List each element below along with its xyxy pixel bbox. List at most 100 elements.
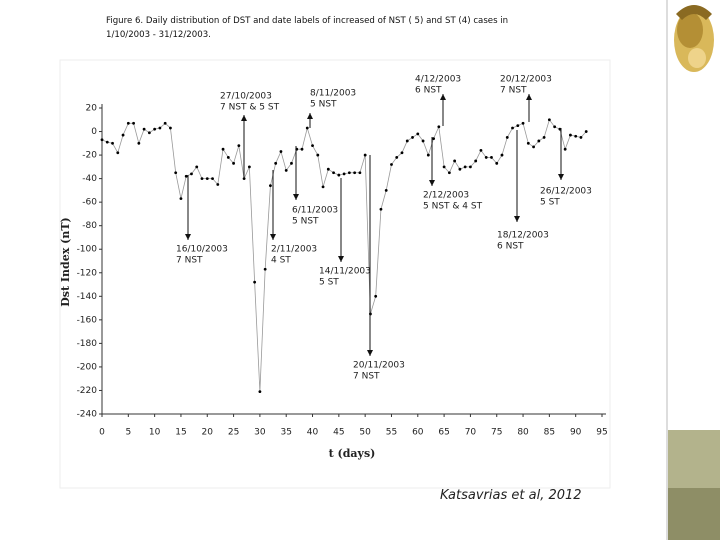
- x-tick-label: 65: [438, 428, 449, 438]
- dst-point: [253, 280, 257, 284]
- arrow-head: [270, 234, 276, 240]
- annotation-text: 6/11/2003: [292, 206, 338, 216]
- dst-point: [547, 118, 551, 122]
- caption: Figure 6. Daily distribution of DST and …: [106, 16, 509, 40]
- annotation-text: 5 NST: [310, 100, 337, 110]
- dst-point: [163, 121, 167, 125]
- y-tick-label: -20: [82, 151, 97, 161]
- dst-point: [274, 161, 278, 165]
- dst-point: [532, 145, 535, 149]
- x-tick-label: 90: [570, 428, 582, 438]
- dst-point: [284, 168, 288, 172]
- dst-point: [300, 147, 304, 151]
- x-tick-label: 50: [359, 428, 371, 438]
- dst-point: [105, 140, 109, 144]
- dst-point: [379, 207, 383, 211]
- dst-point: [153, 127, 157, 131]
- annotation-text: 8/11/2003: [310, 89, 356, 99]
- x-tick-label: 80: [517, 428, 529, 438]
- y-tick-label: -200: [77, 362, 98, 372]
- dst-point: [316, 153, 320, 157]
- dst-point: [526, 141, 530, 145]
- dst-point: [326, 167, 330, 171]
- y-tick-label: -120: [77, 268, 98, 278]
- dst-point: [505, 136, 509, 139]
- annotation-text: 5 ST: [540, 198, 560, 208]
- dst-point: [479, 148, 483, 152]
- arrow-head: [338, 256, 344, 262]
- dst-point: [374, 294, 378, 298]
- annotation-text: 5 ST: [319, 278, 339, 288]
- annotation-text: 6 NST: [497, 242, 524, 252]
- dst-point: [521, 121, 525, 125]
- dst-point: [469, 165, 472, 169]
- dst-point: [200, 177, 204, 181]
- dst-point: [247, 165, 251, 169]
- dst-point: [111, 141, 114, 145]
- y-tick-label: 20: [86, 104, 98, 114]
- dst-point: [426, 153, 430, 157]
- dst-point: [216, 183, 220, 186]
- annotation-text: 7 NST & 5 ST: [220, 103, 280, 113]
- y-tick-label: -80: [82, 221, 97, 231]
- dst-point: [537, 139, 541, 143]
- y-tick-label: -40: [82, 174, 97, 184]
- dst-point: [332, 171, 335, 175]
- dst-point: [100, 138, 104, 142]
- arrow-head: [514, 216, 520, 222]
- dst-point: [490, 156, 493, 159]
- dst-point: [279, 150, 283, 153]
- decor-block: [668, 430, 720, 488]
- x-tick-label: 60: [412, 428, 424, 438]
- dst-point: [169, 126, 172, 130]
- arrow-head: [293, 194, 299, 200]
- dst-point: [174, 171, 178, 175]
- annotation-text: 5 NST: [292, 217, 319, 227]
- dst-point: [405, 139, 409, 143]
- helmet-logo: [674, 5, 714, 72]
- arrow-head: [367, 350, 373, 356]
- annotation-text: 4/12/2003: [415, 75, 461, 85]
- dst-point: [569, 133, 572, 137]
- decor-block: [668, 488, 720, 540]
- citation: Katsavrias et al, 2012: [440, 488, 582, 503]
- annotation-text: 20/12/2003: [500, 75, 552, 85]
- dst-point: [132, 121, 135, 125]
- dst-point: [542, 136, 546, 139]
- x-tick-label: 75: [491, 428, 502, 438]
- dst-point: [258, 390, 262, 394]
- dst-point: [416, 132, 420, 136]
- x-tick-label: 15: [175, 428, 186, 438]
- dst-point: [121, 133, 125, 137]
- dst-point: [442, 165, 446, 169]
- dst-point: [500, 153, 504, 157]
- x-tick-label: 30: [254, 428, 266, 438]
- dst-point: [395, 156, 399, 159]
- dst-point: [463, 165, 467, 169]
- x-tick-label: 95: [596, 428, 607, 438]
- dst-point: [474, 159, 478, 163]
- dst-point: [411, 136, 414, 139]
- dst-point: [574, 134, 578, 138]
- dst-point: [147, 131, 151, 135]
- dst-point: [116, 151, 120, 155]
- dst-point: [205, 177, 209, 181]
- annotation-text: 7 NST: [176, 256, 203, 266]
- dst-point: [563, 147, 567, 151]
- y-tick-label: 0: [91, 127, 97, 137]
- dst-point: [553, 125, 557, 129]
- annotation-text: 18/12/2003: [497, 231, 549, 241]
- y-tick-label: -180: [77, 339, 98, 349]
- x-tick-label: 5: [125, 428, 131, 438]
- x-tick-label: 10: [149, 428, 161, 438]
- x-tick-label: 45: [333, 428, 344, 438]
- annotation-text: 26/12/2003: [540, 187, 592, 197]
- dst-point: [516, 124, 520, 128]
- arrow-head: [307, 113, 313, 119]
- dst-point: [363, 153, 367, 157]
- x-tick-label: 35: [280, 428, 291, 438]
- dst-point: [226, 156, 230, 159]
- annotation-text: 20/11/2003: [353, 361, 405, 371]
- y-tick-label: -220: [77, 386, 98, 396]
